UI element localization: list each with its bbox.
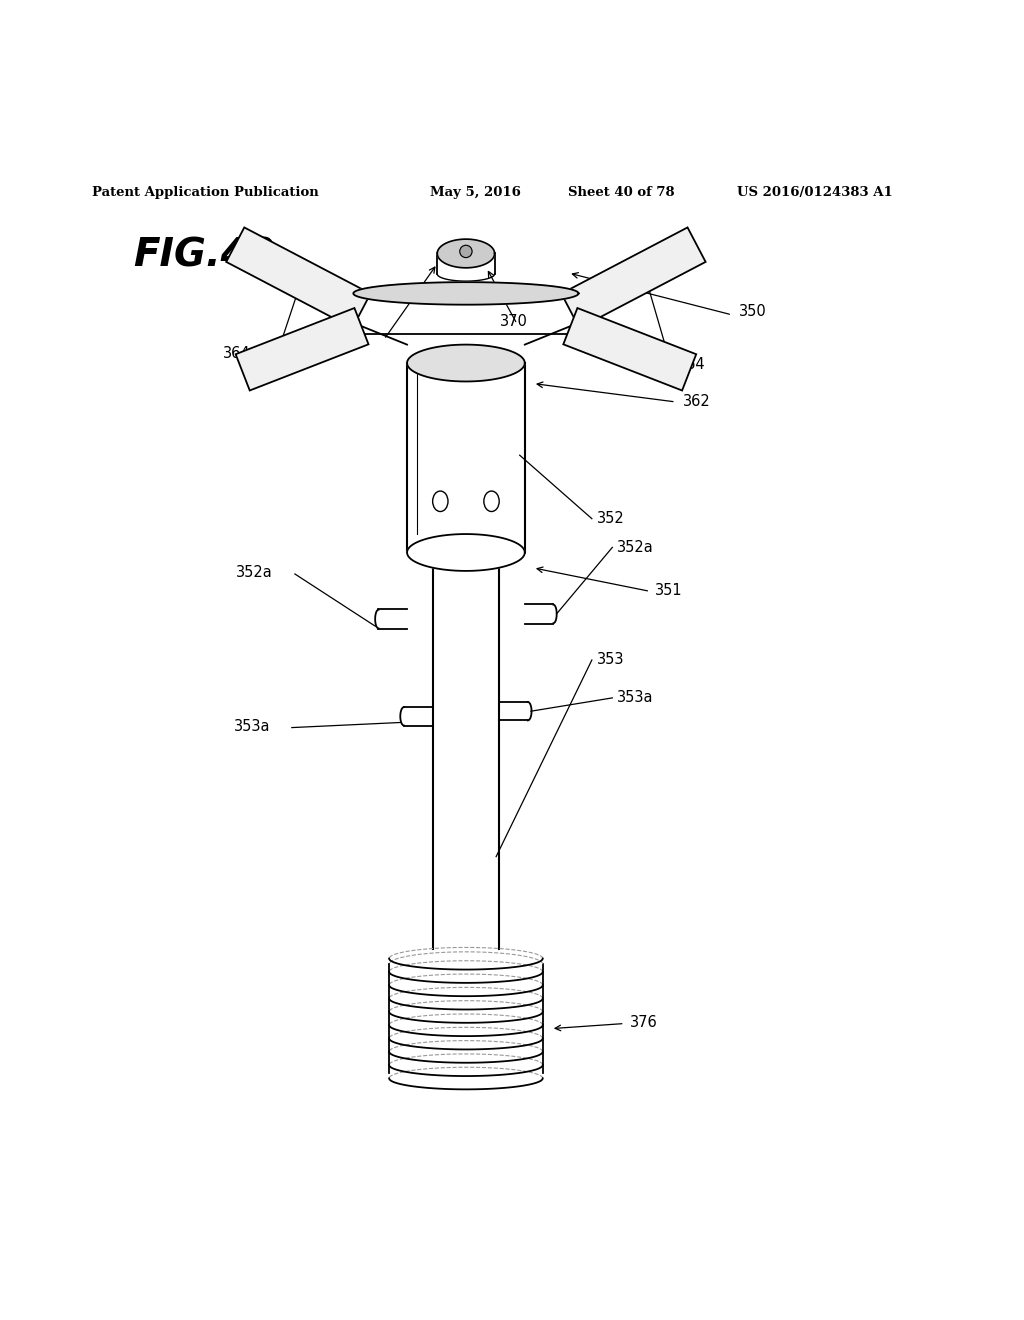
Polygon shape bbox=[408, 345, 525, 381]
Text: 353: 353 bbox=[597, 652, 625, 668]
Text: 353a: 353a bbox=[233, 719, 270, 734]
Text: 352a: 352a bbox=[236, 565, 272, 581]
Text: 352a: 352a bbox=[616, 540, 653, 554]
Text: 352: 352 bbox=[597, 511, 625, 527]
Polygon shape bbox=[236, 308, 369, 391]
Text: 350: 350 bbox=[739, 305, 767, 319]
Polygon shape bbox=[353, 282, 579, 305]
Text: 353a: 353a bbox=[616, 690, 653, 705]
Text: 364: 364 bbox=[678, 356, 706, 371]
Text: 370: 370 bbox=[500, 314, 527, 329]
Text: 371b: 371b bbox=[323, 330, 359, 345]
Text: 351: 351 bbox=[655, 583, 683, 598]
Ellipse shape bbox=[432, 491, 449, 512]
Text: 364: 364 bbox=[223, 346, 251, 362]
Circle shape bbox=[460, 246, 472, 257]
Text: FIG.40: FIG.40 bbox=[133, 236, 274, 275]
Polygon shape bbox=[437, 239, 495, 268]
Polygon shape bbox=[563, 308, 696, 391]
Text: 362: 362 bbox=[683, 395, 711, 409]
Polygon shape bbox=[561, 227, 706, 329]
Text: Sheet 40 of 78: Sheet 40 of 78 bbox=[568, 186, 675, 198]
Text: 376: 376 bbox=[630, 1015, 657, 1030]
Text: May 5, 2016: May 5, 2016 bbox=[430, 186, 521, 198]
Text: Patent Application Publication: Patent Application Publication bbox=[92, 186, 318, 198]
Ellipse shape bbox=[484, 491, 500, 512]
Polygon shape bbox=[408, 535, 525, 572]
Polygon shape bbox=[226, 227, 371, 329]
Text: US 2016/0124383 A1: US 2016/0124383 A1 bbox=[737, 186, 893, 198]
